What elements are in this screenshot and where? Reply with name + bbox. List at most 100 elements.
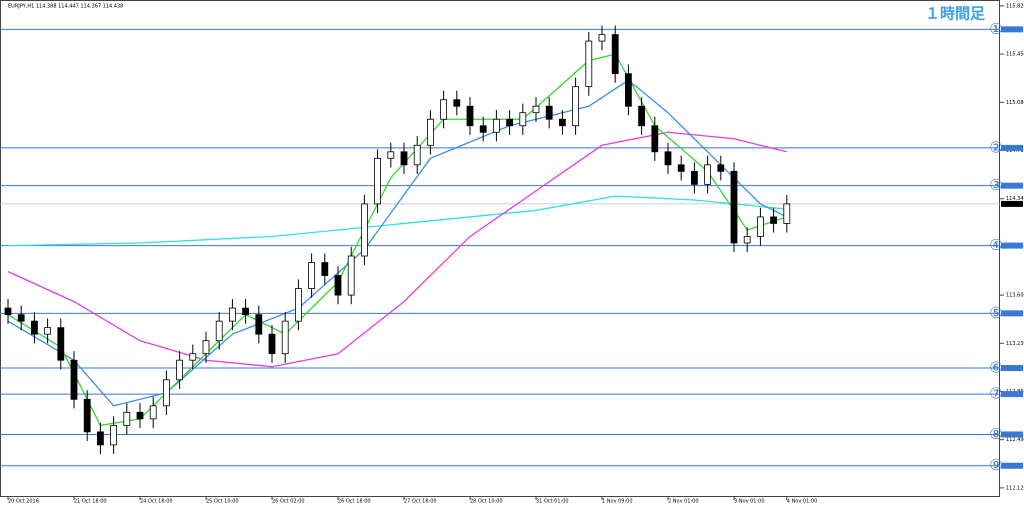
level-price-tag	[1001, 144, 1023, 151]
candle-body	[717, 164, 725, 172]
level-label: ⑥	[989, 359, 1002, 377]
candle-body	[651, 125, 659, 153]
level-label: ⑧	[989, 425, 1002, 443]
x-tick-label: 27 Oct 18:00	[404, 499, 437, 505]
y-tick-label: 112.490	[1006, 437, 1024, 443]
y-tick-label: 112.120	[1006, 485, 1024, 491]
candle-body	[176, 359, 184, 381]
candle-body	[4, 307, 12, 316]
candle-body	[400, 151, 408, 166]
candle-body	[585, 40, 593, 88]
y-tick-label: 115.080	[1006, 100, 1024, 106]
timeframe-label: １時間足	[925, 5, 986, 23]
x-tick-label: 20 Oct 2016	[8, 499, 39, 505]
candle-body	[97, 431, 104, 446]
candle-body	[44, 327, 51, 335]
x-tick-label: 1 Nov 09:00	[602, 499, 633, 505]
candle-body	[308, 262, 316, 289]
candle-body	[492, 118, 500, 133]
last-price-tag	[1001, 200, 1023, 207]
candle-body	[611, 34, 619, 75]
x-tick-label: 26 Oct 02:00	[272, 499, 305, 505]
level-label: ⑤	[989, 304, 1002, 322]
y-tick-label: 113.230	[1006, 341, 1024, 347]
candle-body	[334, 275, 342, 296]
candle-body	[189, 353, 197, 361]
candle-body	[347, 255, 355, 296]
y-tick-label: 113.600	[1006, 293, 1024, 299]
y-tick-label: 114.340	[1006, 196, 1024, 202]
moving-average	[7, 131, 787, 368]
level-price-tag	[1001, 431, 1023, 438]
candle-body	[136, 411, 144, 420]
candle-body	[413, 144, 421, 166]
x-tick-label: 4 Nov 01:00	[787, 499, 818, 505]
plot-frame	[0, 0, 1000, 497]
candle-body	[783, 203, 791, 224]
candle-body	[215, 320, 223, 342]
x-tick-label: 26 Oct 18:00	[338, 499, 371, 505]
candle-body	[360, 203, 368, 257]
candle-body	[70, 359, 78, 400]
candle-body	[598, 34, 606, 42]
moving-average	[7, 195, 787, 247]
x-tick-label: 31 Oct 01:00	[536, 499, 569, 505]
candle-body	[17, 314, 25, 322]
candle-body	[677, 164, 685, 172]
candle-body	[57, 327, 65, 361]
chart-title: EURJPY,H1 114.388 114.447 114.367 114.43…	[8, 4, 123, 10]
candle-body	[426, 118, 434, 146]
candle-body	[321, 262, 329, 276]
candle-body	[479, 125, 487, 133]
candle-body	[704, 164, 711, 185]
candle-body	[572, 86, 579, 127]
candle-body	[162, 379, 170, 407]
candle-body	[374, 157, 382, 205]
level-label: ④	[989, 236, 1002, 254]
candle-body	[559, 118, 566, 127]
level-label: ③	[989, 176, 1002, 194]
candle-body	[625, 73, 632, 107]
candle-body	[757, 216, 764, 237]
x-tick-label: 21 Oct 18:00	[74, 499, 107, 505]
level-price-tag	[1001, 462, 1023, 469]
candle-body	[743, 236, 751, 244]
candle-body	[123, 411, 131, 426]
y-tick-label: 115.820	[1006, 3, 1024, 9]
candle-body	[281, 320, 289, 355]
level-price-tag	[1001, 26, 1023, 33]
x-tick-label: 25 Oct 10:00	[206, 499, 239, 505]
candle-body	[30, 320, 38, 335]
level-label: ①	[989, 20, 1002, 38]
candle-body	[638, 105, 645, 127]
candle-body	[770, 216, 777, 224]
candle-body	[440, 99, 448, 120]
x-tick-label: 3 Nov 01:00	[734, 499, 765, 505]
candle-body	[545, 105, 553, 120]
candle-body	[202, 340, 210, 355]
candle-body	[110, 424, 117, 446]
x-tick-label: 28 Oct 10:00	[470, 499, 503, 505]
level-label: ⑨	[989, 456, 1002, 474]
candle-body	[730, 170, 738, 244]
candle-body	[255, 314, 263, 335]
level-label: ⑦	[989, 385, 1002, 403]
candle-body	[83, 398, 91, 433]
candle-body	[294, 288, 302, 322]
candle-body	[466, 105, 474, 127]
candle-body	[387, 151, 395, 159]
level-price-tag	[1001, 242, 1023, 249]
level-price-tag	[1001, 182, 1023, 189]
candle-body	[242, 307, 250, 316]
level-price-tag	[1001, 391, 1023, 398]
candle-body	[664, 151, 672, 166]
candle-body	[268, 333, 276, 355]
candle-body	[519, 112, 527, 127]
moving-average	[7, 79, 788, 407]
candle-body	[453, 99, 461, 107]
candle-body	[691, 170, 698, 185]
y-tick-label: 115.450	[1006, 52, 1024, 58]
x-tick-label: 24 Oct 18:00	[140, 499, 173, 505]
